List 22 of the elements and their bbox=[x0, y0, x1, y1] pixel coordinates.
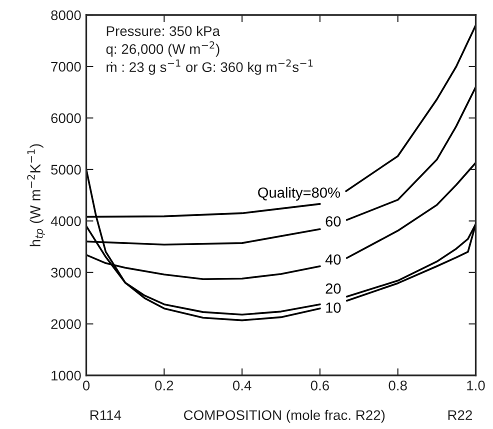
y-tick-label: 1000 bbox=[52, 370, 81, 381]
series-label: 20 bbox=[326, 283, 341, 294]
y-tick-label: 8000 bbox=[51, 10, 81, 20]
y-tick-label: 6000 bbox=[51, 113, 81, 124]
y-tick-label: 3000 bbox=[51, 268, 81, 278]
x-tick-label: 0.4 bbox=[232, 380, 252, 390]
y-tick-label: 5000 bbox=[51, 164, 81, 175]
series-label: Quality=80% bbox=[258, 187, 340, 201]
y-tick-label: 4000 bbox=[50, 216, 81, 226]
x-tick-label: 0.6 bbox=[310, 380, 329, 390]
x-tick-label: 0.2 bbox=[155, 380, 174, 390]
y-tick-label: 7000 bbox=[51, 62, 81, 72]
x-axis-title: R114 COMPOSITION (mole frac. R22) R22 bbox=[90, 410, 472, 423]
x-tick-label: 0 bbox=[82, 380, 90, 390]
x-tick-label: 1.0 bbox=[467, 380, 485, 390]
x-tick-label: 0.8 bbox=[388, 380, 407, 390]
series-label: 10 bbox=[326, 302, 341, 313]
y-tick-label: 2000 bbox=[51, 319, 81, 330]
series-label: 40 bbox=[325, 254, 341, 265]
text: Pressure: 350 kPa q: 26,000 (W m$^{−2}$) ṁ : 23 g s$^{−1}$ or G: 360 kg m$^{−2}$s$^{−1}$ bbox=[106, 26, 313, 75]
y-axis-title: h$_{tp}$ (W m$^{−2}$K$^{−1}$) bbox=[27, 144, 45, 246]
series-label: 60 bbox=[326, 216, 341, 227]
